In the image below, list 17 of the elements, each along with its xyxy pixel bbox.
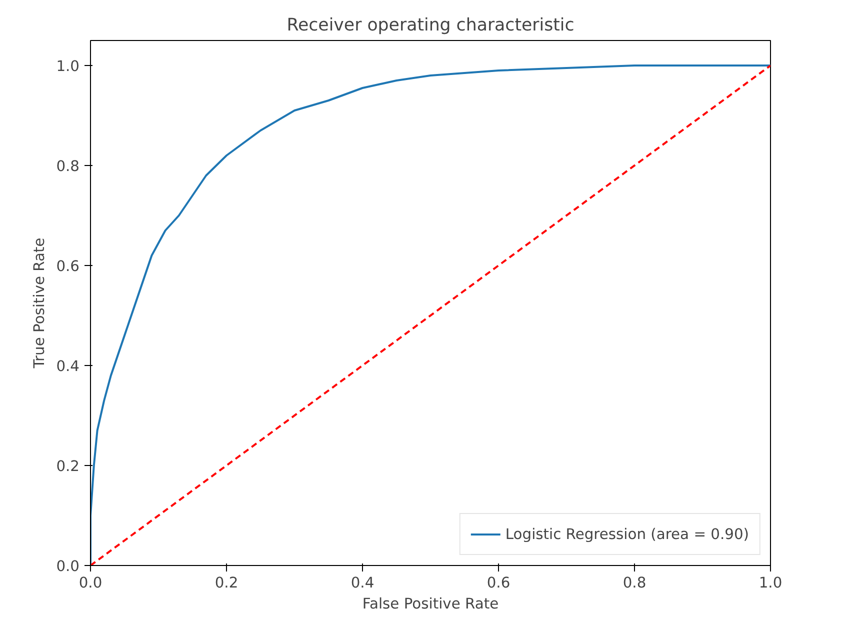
x-axis-title: False Positive Rate — [362, 596, 499, 612]
y-tick-label: 0.0 — [56, 558, 80, 575]
x-tick-label: 0.2 — [214, 574, 238, 592]
legend-label: Logistic Regression (area = 0.90) — [505, 526, 749, 542]
y-tick-label: 1.0 — [56, 58, 80, 75]
chart-title: Receiver operating characteristic — [286, 16, 574, 36]
x-tick-label: 0.6 — [486, 574, 510, 592]
x-tick-label: 0.8 — [622, 574, 646, 592]
y-tick-label: 0.2 — [56, 458, 80, 475]
y-tick-label: 0.8 — [56, 158, 80, 175]
line-series — [90, 64, 770, 566]
x-tick-label: 1.0 — [758, 574, 782, 592]
x-tick-label: 0.0 — [78, 574, 102, 592]
y-tick-label: 0.6 — [56, 258, 80, 275]
y-axis-title: True Positive Rate — [31, 238, 48, 370]
x-tick-label: 0.4 — [350, 574, 374, 592]
y-tick-label: 0.4 — [56, 358, 80, 375]
